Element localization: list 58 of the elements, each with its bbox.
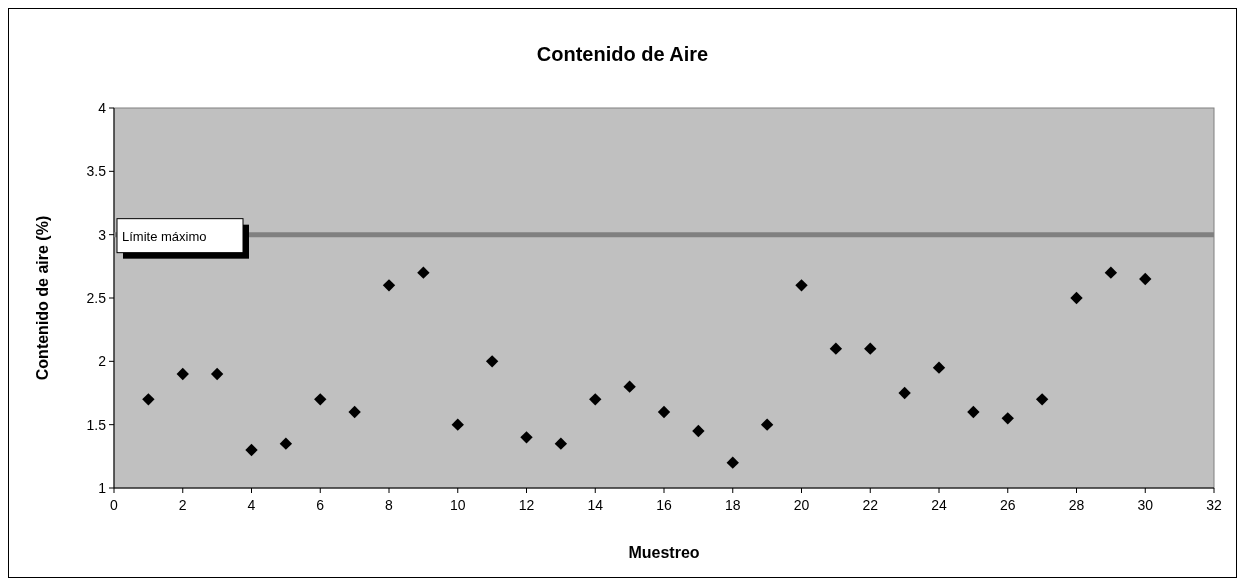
point — [1035, 393, 1049, 406]
x-tick-label: 30 — [1137, 497, 1154, 513]
point — [726, 456, 739, 469]
x-tick-label: 4 — [247, 497, 256, 513]
x-tick-label: 6 — [316, 497, 325, 513]
point — [760, 418, 774, 431]
x-tick-label: 26 — [999, 497, 1016, 513]
point — [1001, 412, 1014, 425]
x-tick-label: 16 — [656, 497, 672, 513]
x-tick-label: 24 — [931, 497, 947, 513]
y-tick-label: 4 — [98, 100, 107, 116]
point — [1104, 266, 1118, 279]
point — [829, 342, 843, 355]
x-tick-label: 22 — [862, 497, 879, 513]
x-axis-title: Muestreo — [628, 544, 700, 561]
point — [932, 361, 946, 374]
point — [382, 279, 396, 292]
chart-title: Contenido de Aire — [536, 43, 709, 65]
x-tick-label: 28 — [1068, 497, 1085, 513]
y-tick-label: 2 — [98, 353, 107, 370]
point — [657, 405, 671, 419]
point — [1070, 291, 1083, 305]
x-tick-label: 18 — [724, 497, 741, 513]
point — [589, 393, 602, 406]
point — [176, 367, 189, 381]
point — [554, 437, 568, 450]
ref-line-label: Límite máximo — [122, 228, 207, 244]
point — [795, 279, 808, 292]
point — [279, 437, 293, 450]
x-tick-label: 20 — [793, 497, 810, 513]
point — [451, 418, 464, 431]
y-tick-label: 1 — [98, 480, 107, 496]
x-tick-label: 12 — [518, 497, 535, 513]
x-tick-label: 0 — [110, 497, 119, 513]
point — [520, 431, 533, 444]
point — [967, 405, 980, 419]
point — [314, 393, 327, 406]
y-tick-label: 3.5 — [86, 163, 107, 180]
y-tick-label: 2.5 — [86, 290, 107, 306]
point — [348, 405, 361, 419]
point — [692, 424, 705, 438]
point — [142, 393, 155, 406]
x-tick-label: 10 — [449, 497, 466, 513]
x-tick-label: 8 — [385, 497, 394, 513]
y-tick-label: 1.5 — [86, 416, 107, 433]
x-tick-label: 14 — [587, 497, 604, 513]
point — [485, 355, 499, 368]
point — [245, 443, 258, 457]
point — [210, 367, 224, 381]
point — [623, 380, 636, 393]
x-tick-label: 2 — [178, 497, 187, 513]
point — [417, 266, 430, 279]
y-tick-label: 3 — [98, 226, 107, 243]
point — [898, 386, 911, 400]
x-tick-label: 32 — [1206, 497, 1222, 513]
point — [864, 342, 877, 355]
y-axis-title: Contenido de aire (%) — [34, 215, 51, 381]
point — [1139, 272, 1152, 286]
